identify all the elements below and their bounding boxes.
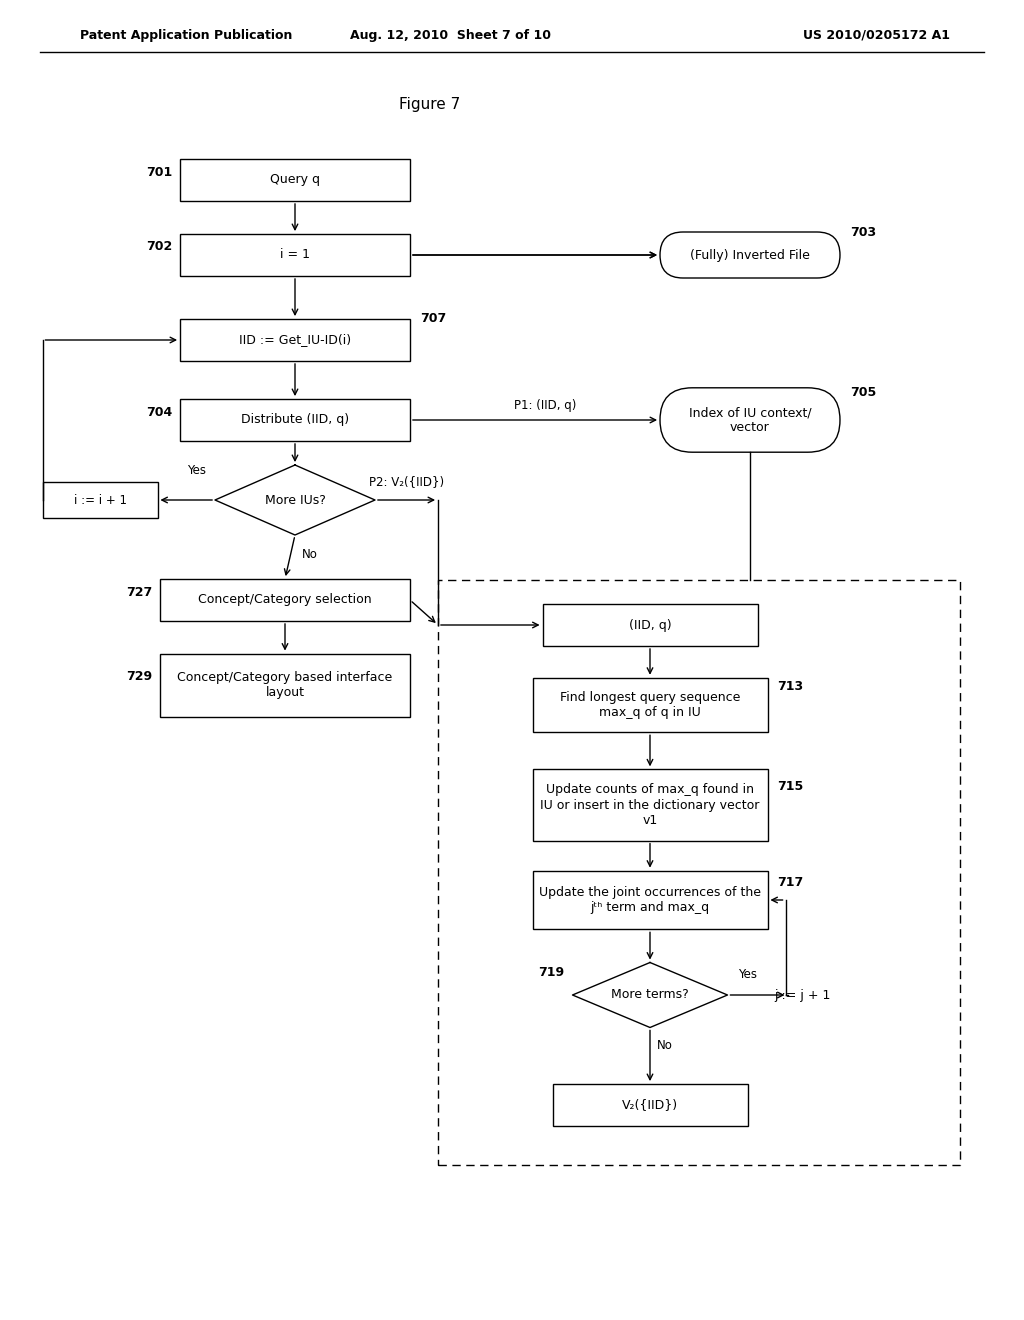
Polygon shape: [572, 962, 727, 1027]
Polygon shape: [215, 465, 375, 535]
Text: V₂({IID}): V₂({IID}): [622, 1098, 678, 1111]
Text: 727: 727: [126, 586, 152, 598]
Text: Figure 7: Figure 7: [399, 98, 461, 112]
Text: More terms?: More terms?: [611, 989, 689, 1002]
Text: 701: 701: [145, 165, 172, 178]
Text: 703: 703: [850, 227, 877, 239]
Text: 717: 717: [777, 875, 804, 888]
Text: Yes: Yes: [187, 463, 207, 477]
Text: US 2010/0205172 A1: US 2010/0205172 A1: [803, 29, 950, 41]
Text: 702: 702: [145, 240, 172, 253]
Text: No: No: [657, 1039, 673, 1052]
Bar: [160, 579, 410, 620]
Text: Index of IU context/
vector: Index of IU context/ vector: [689, 407, 811, 434]
Bar: [532, 770, 768, 841]
Text: 713: 713: [777, 681, 804, 693]
Text: 715: 715: [777, 780, 804, 793]
Text: Update counts of max_q found in
IU or insert in the dictionary vector
v1: Update counts of max_q found in IU or in…: [541, 784, 760, 826]
Text: i = 1: i = 1: [280, 248, 310, 261]
Text: (IID, q): (IID, q): [629, 619, 672, 631]
Bar: [532, 677, 768, 733]
Text: 719: 719: [539, 966, 564, 979]
Text: Concept/Category selection: Concept/Category selection: [199, 594, 372, 606]
Bar: [43, 482, 158, 517]
Bar: [160, 653, 410, 717]
Text: i := i + 1: i := i + 1: [74, 494, 127, 507]
Text: P2: V₂({IID}): P2: V₂({IID}): [369, 475, 444, 488]
Text: 705: 705: [850, 385, 877, 399]
Bar: [532, 871, 768, 929]
Text: 707: 707: [420, 312, 446, 325]
Bar: [180, 399, 410, 441]
Text: Yes: Yes: [738, 969, 757, 982]
Text: More IUs?: More IUs?: [264, 494, 326, 507]
Text: P1: (IID, q): P1: (IID, q): [514, 400, 577, 412]
Bar: [553, 1084, 748, 1126]
Text: Query q: Query q: [270, 173, 319, 186]
Text: Distribute (IID, q): Distribute (IID, q): [241, 413, 349, 426]
Text: Concept/Category based interface
layout: Concept/Category based interface layout: [177, 671, 392, 700]
Text: Aug. 12, 2010  Sheet 7 of 10: Aug. 12, 2010 Sheet 7 of 10: [349, 29, 551, 41]
Text: Update the joint occurrences of the
jᵗʰ term and max_q: Update the joint occurrences of the jᵗʰ …: [539, 886, 761, 913]
FancyBboxPatch shape: [660, 388, 840, 453]
Bar: [180, 234, 410, 276]
Text: IID := Get_IU-ID(i): IID := Get_IU-ID(i): [239, 334, 351, 346]
Text: 704: 704: [145, 405, 172, 418]
Text: Find longest query sequence
max_q of q in IU: Find longest query sequence max_q of q i…: [560, 690, 740, 719]
Bar: [180, 158, 410, 201]
Text: (Fully) Inverted File: (Fully) Inverted File: [690, 248, 810, 261]
Bar: [438, 579, 961, 1166]
Text: Patent Application Publication: Patent Application Publication: [80, 29, 293, 41]
FancyBboxPatch shape: [660, 232, 840, 279]
Bar: [543, 605, 758, 645]
Text: No: No: [302, 549, 317, 561]
Text: 729: 729: [126, 671, 152, 684]
Text: j := j + 1: j := j + 1: [774, 989, 830, 1002]
Bar: [180, 319, 410, 360]
